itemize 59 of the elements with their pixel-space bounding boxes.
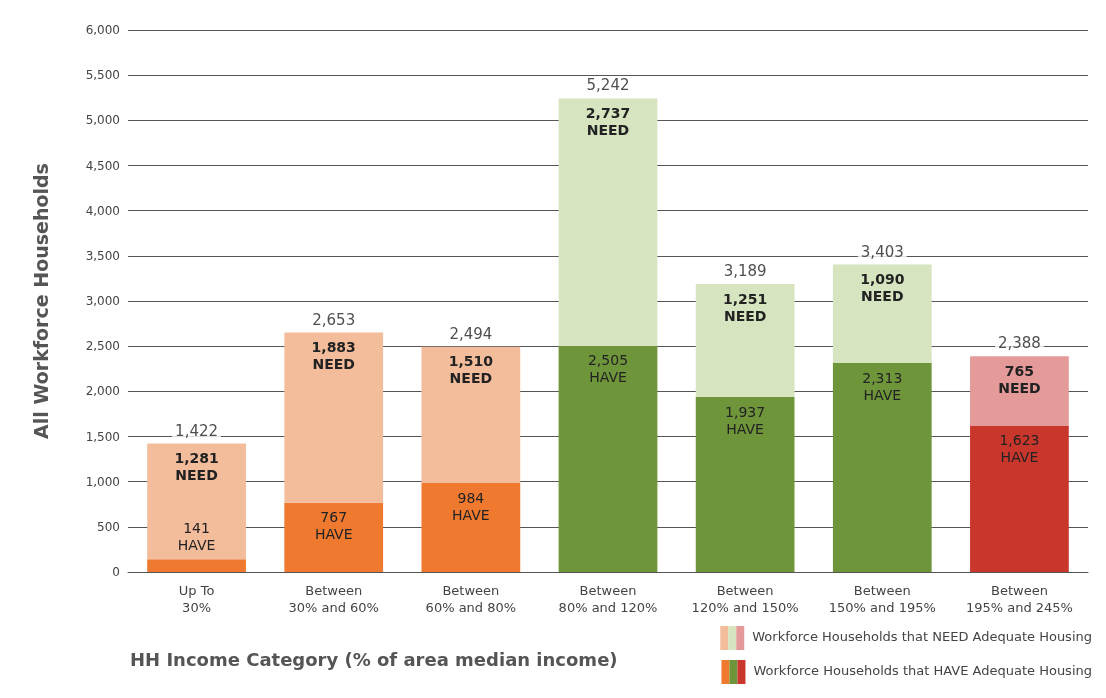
- annotation: 5,242: [586, 76, 630, 95]
- x-tick-label: Between 60% and 80%: [425, 583, 517, 615]
- data-label: 984 HAVE: [452, 489, 490, 523]
- data-label: 1,510 NEED: [448, 353, 494, 387]
- data-label: 765 NEED: [998, 362, 1041, 396]
- annotation: 3,189: [723, 262, 767, 281]
- legend-label: Workforce Households that NEED Adequate Housing: [752, 629, 1093, 644]
- y-tick-label: 0: [112, 565, 120, 579]
- y-tick-label: 3,000: [85, 294, 120, 308]
- y-tick-label: 2,500: [85, 339, 120, 354]
- y-tick-label: 3,500: [85, 248, 120, 263]
- data-label: 141 HAVE: [177, 519, 216, 553]
- bar: [421, 483, 521, 572]
- legend-label: Workforce Households that HAVE Adequate Housing: [753, 663, 1093, 678]
- annotation: 2,494: [449, 324, 493, 343]
- bar: [421, 346, 521, 484]
- annotation: 2,653: [312, 310, 356, 329]
- annotation: 1,422: [175, 421, 219, 440]
- bar: [695, 284, 795, 398]
- bar: [970, 356, 1069, 426]
- data-label: 1,090 NEED: [860, 271, 905, 305]
- bar: [558, 345, 658, 572]
- data-label: 1,937 HAVE: [725, 403, 766, 437]
- data-label: 1,251 NEED: [722, 290, 768, 324]
- bar: [558, 98, 658, 346]
- data-label: 1,281 NEED: [174, 450, 219, 484]
- y-tick-label: 5,000: [85, 113, 120, 128]
- data-label: 1,623 HAVE: [999, 431, 1040, 465]
- bar: [832, 264, 932, 364]
- x-tick-label: Between 120% and 150%: [691, 583, 799, 615]
- bar: [832, 363, 932, 572]
- x-tick-label: Between 80% and 120%: [558, 583, 658, 615]
- data-label: 2,313 HAVE: [862, 369, 903, 403]
- bar: [970, 425, 1069, 572]
- y-tick-label: 6,000: [85, 23, 120, 37]
- x-tick-label: Between 150% and 195%: [828, 583, 936, 615]
- y-tick-label: 2,000: [85, 384, 120, 399]
- bar: [284, 332, 384, 503]
- y-tick-label: 5,500: [85, 68, 120, 83]
- annotation: 2,388: [997, 334, 1041, 353]
- data-label: 1,883 NEED: [311, 339, 356, 373]
- bar: [284, 502, 384, 572]
- bar: [147, 443, 246, 560]
- x-tick-label: Up To 30%: [178, 583, 215, 615]
- x-axis-title: HH Income Category (% of area median income): [130, 648, 618, 670]
- y-tick-label: 500: [97, 519, 120, 534]
- x-tick-label: Between 30% and 60%: [288, 583, 379, 615]
- y-tick-label: 4,000: [85, 203, 120, 218]
- y-tick-label: 1,500: [85, 429, 120, 444]
- y-tick-label: 4,500: [85, 158, 120, 173]
- data-label: 2,505 HAVE: [587, 352, 629, 386]
- data-label: 767 HAVE: [314, 509, 353, 543]
- annotation: 3,403: [860, 242, 904, 261]
- x-tick-label: Between 195% and 245%: [965, 583, 1073, 615]
- y-axis-title: All Workforce Households: [29, 163, 52, 439]
- data-label: 2,737 NEED: [585, 104, 631, 138]
- bar: [695, 397, 795, 572]
- y-tick-label: 1,000: [85, 474, 120, 489]
- bar: [147, 559, 246, 572]
